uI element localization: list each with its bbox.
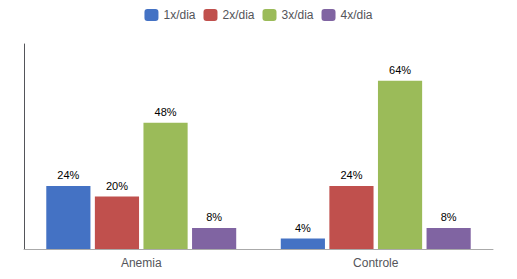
svg-text:2x/dia: 2x/dia — [222, 8, 254, 22]
svg-text:24%: 24% — [57, 169, 79, 181]
svg-text:4%: 4% — [295, 222, 311, 234]
svg-text:8%: 8% — [441, 211, 457, 223]
svg-text:48%: 48% — [155, 106, 177, 118]
svg-text:8%: 8% — [206, 211, 222, 223]
svg-text:4x/dia: 4x/dia — [341, 8, 373, 22]
svg-text:20%: 20% — [106, 180, 128, 192]
svg-text:64%: 64% — [389, 64, 411, 76]
svg-text:1x/dia: 1x/dia — [163, 8, 195, 22]
svg-text:Anemia: Anemia — [121, 256, 162, 270]
svg-text:Controle: Controle — [353, 256, 399, 270]
svg-text:3x/dia: 3x/dia — [282, 8, 314, 22]
svg-text:24%: 24% — [340, 169, 362, 181]
